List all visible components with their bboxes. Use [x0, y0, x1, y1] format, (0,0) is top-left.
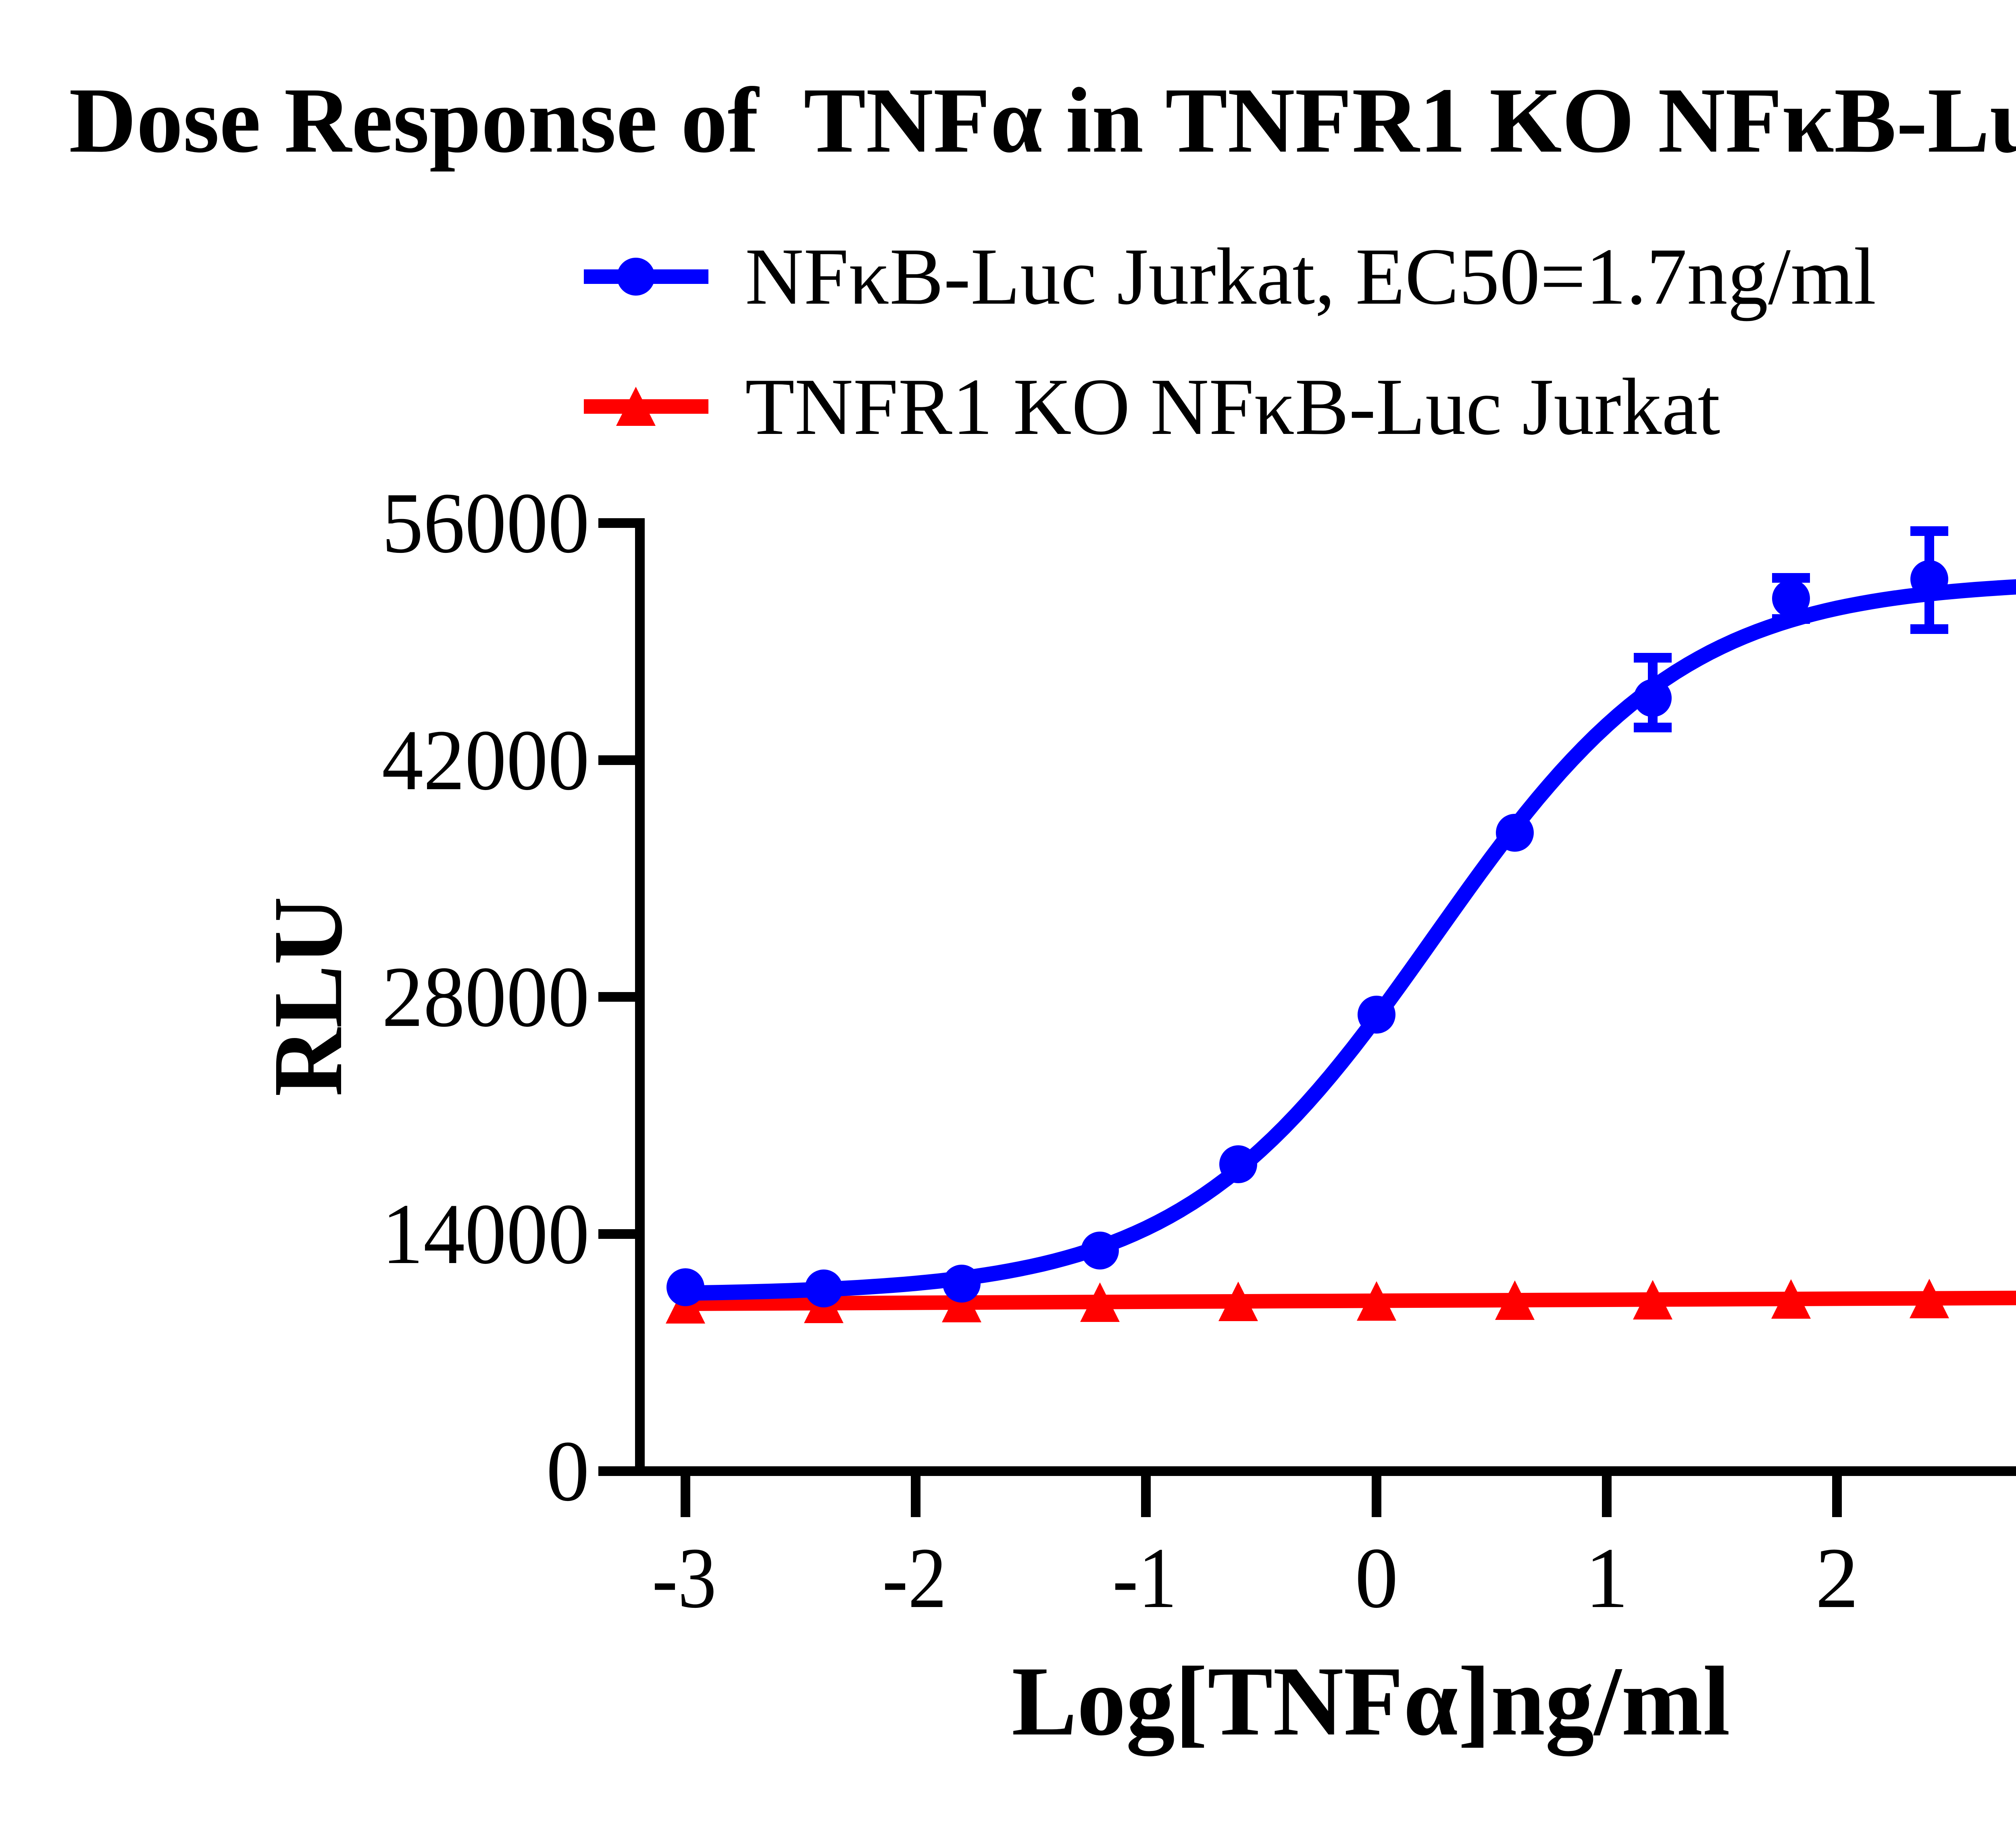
- svg-text:-1: -1: [1112, 1530, 1177, 1626]
- svg-text:NFκB-Luc Jurkat, EC50=1.7ng/ml: NFκB-Luc Jurkat, EC50=1.7ng/ml: [745, 232, 1876, 321]
- svg-text:0: 0: [1355, 1530, 1398, 1626]
- svg-text:1: 1: [1585, 1530, 1629, 1626]
- svg-text:Log[TNFα]ng/ml: Log[TNFα]ng/ml: [1012, 1647, 1730, 1756]
- svg-text:42000: 42000: [382, 712, 589, 808]
- svg-text:0: 0: [546, 1423, 590, 1519]
- svg-text:Dose Response of TNFα in TNFR: Dose Response of TNFα in TNFR1 KO NFκB-L…: [69, 69, 2016, 172]
- svg-text:2: 2: [1815, 1530, 1859, 1626]
- svg-text:-3: -3: [652, 1530, 716, 1626]
- svg-text:TNFR1 KO NFκB-Luc Jurkat: TNFR1 KO NFκB-Luc Jurkat: [745, 362, 1720, 452]
- svg-text:28000: 28000: [382, 948, 589, 1045]
- svg-text:56000: 56000: [382, 475, 589, 571]
- svg-text:RLU: RLU: [253, 896, 363, 1096]
- svg-text:-2: -2: [882, 1530, 947, 1626]
- svg-text:14000: 14000: [382, 1186, 589, 1282]
